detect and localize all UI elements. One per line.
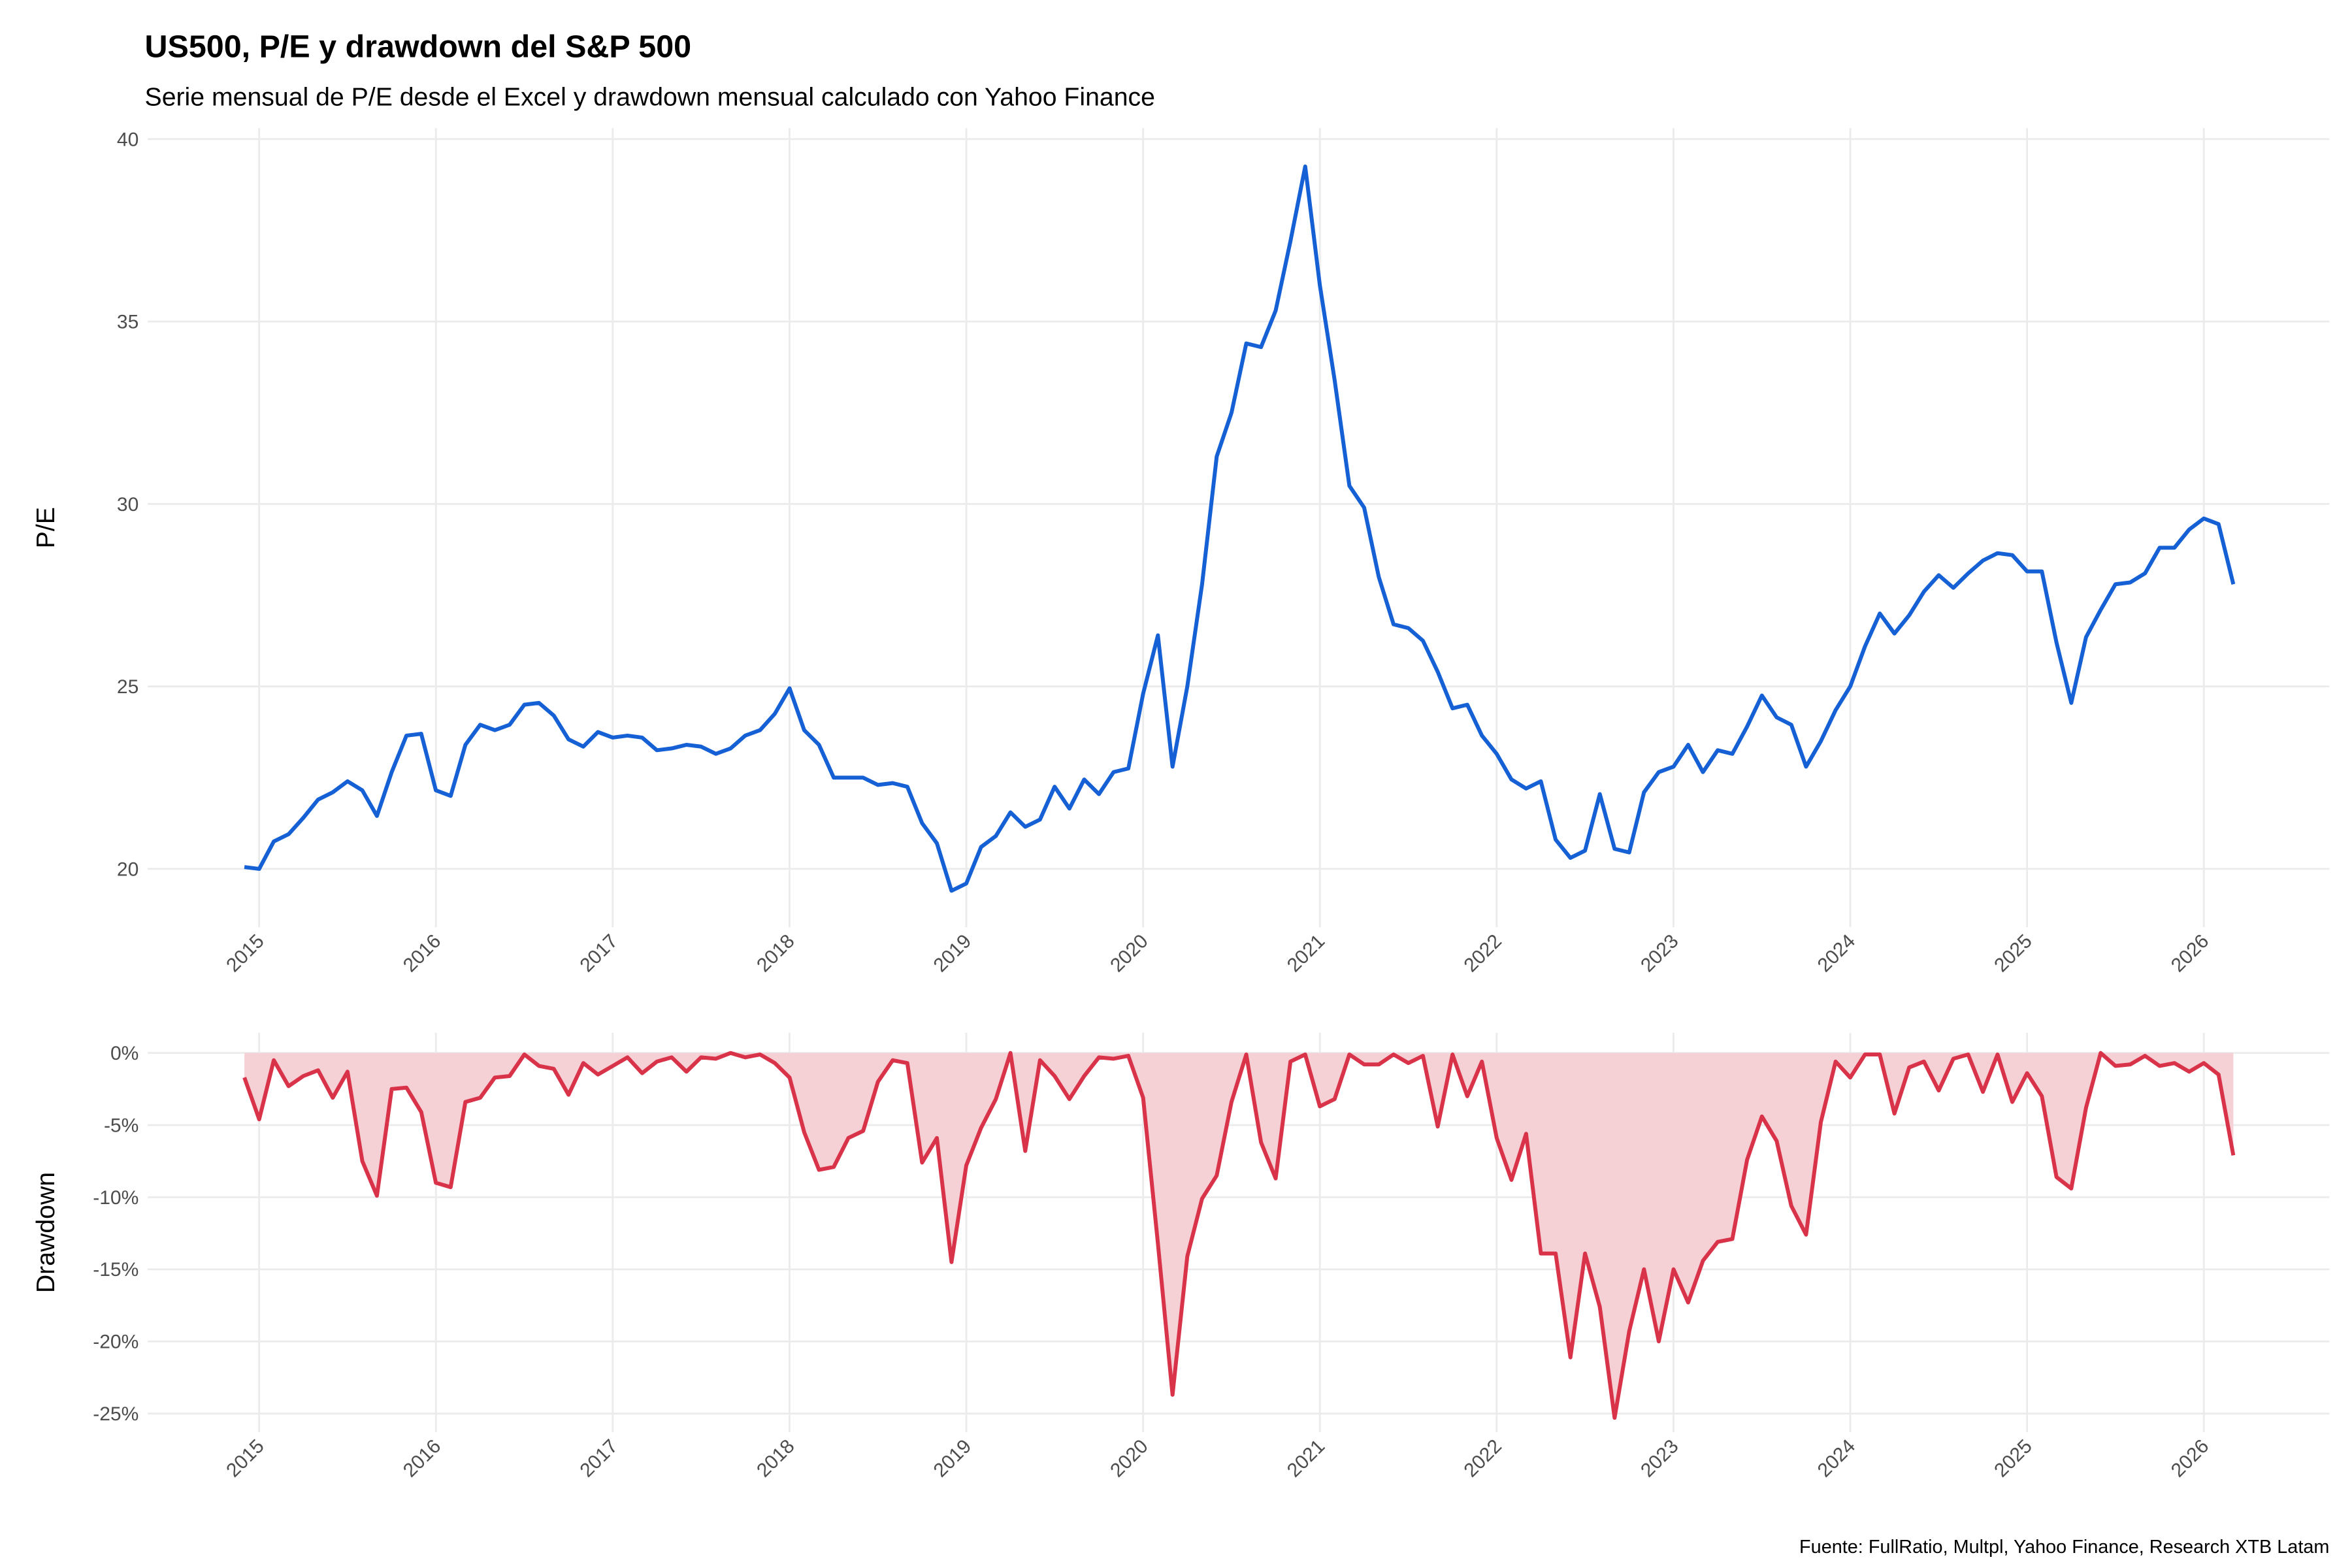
x-tick-label: 2026: [2167, 930, 2213, 977]
y-tick-label: -15%: [93, 1259, 139, 1281]
y-tick-label: -10%: [93, 1187, 139, 1209]
x-tick-label: 2019: [930, 930, 976, 977]
y-tick-label: -5%: [104, 1115, 139, 1136]
x-tick-label: 2015: [222, 930, 269, 977]
x-tick-label: 2017: [576, 1435, 622, 1482]
y-tick-label: 30: [117, 494, 139, 515]
line: [242, 1051, 2236, 1420]
x-tick-label: 2015: [222, 1435, 269, 1482]
x-tick-label: 2022: [1460, 1435, 1506, 1482]
y-axis-title: Drawdown: [31, 1172, 60, 1293]
x-tick-label: 2016: [399, 930, 446, 977]
x-tick-label: 2024: [1814, 930, 1860, 977]
caption: Fuente: FullRatio, Multpl, Yahoo Finance…: [1799, 1537, 2329, 1558]
x-tick-label: 2023: [1637, 930, 1683, 977]
y-tick-label: 40: [117, 129, 139, 150]
x-tick-label: 2020: [1106, 1435, 1152, 1482]
x-tick-label: 2018: [753, 1435, 799, 1482]
y-axis-title: P/E: [31, 507, 60, 548]
y-tick-label: 20: [117, 858, 139, 880]
x-tick-label: 2023: [1637, 1435, 1683, 1482]
y-tick-label: 35: [117, 312, 139, 333]
x-tick-label: 2025: [1990, 1435, 2036, 1482]
x-tick-label: 2022: [1460, 930, 1506, 977]
chart-subtitle: Serie mensual de P/E desde el Excel y dr…: [145, 83, 1155, 112]
chart-title: US500, P/E y drawdown del S&P 500: [145, 29, 692, 65]
x-tick-label: 2019: [930, 1435, 976, 1482]
y-tick-label: -25%: [93, 1403, 139, 1425]
x-tick-label: 2020: [1106, 930, 1152, 977]
area: [244, 1053, 2234, 1418]
x-tick-label: 2025: [1990, 930, 2036, 977]
line: [244, 164, 2236, 893]
x-tick-label: 2016: [399, 1435, 446, 1482]
y-tick-label: 25: [117, 676, 139, 698]
x-tick-label: 2018: [753, 930, 799, 977]
x-tick-label: 2021: [1283, 930, 1330, 977]
x-tick-label: 2026: [2167, 1435, 2213, 1482]
x-tick-label: 2017: [576, 930, 622, 977]
y-tick-label: -20%: [93, 1331, 139, 1353]
x-tick-label: 2021: [1283, 1435, 1330, 1482]
x-tick-label: 2024: [1814, 1435, 1860, 1482]
y-tick-label: 0%: [110, 1043, 139, 1064]
